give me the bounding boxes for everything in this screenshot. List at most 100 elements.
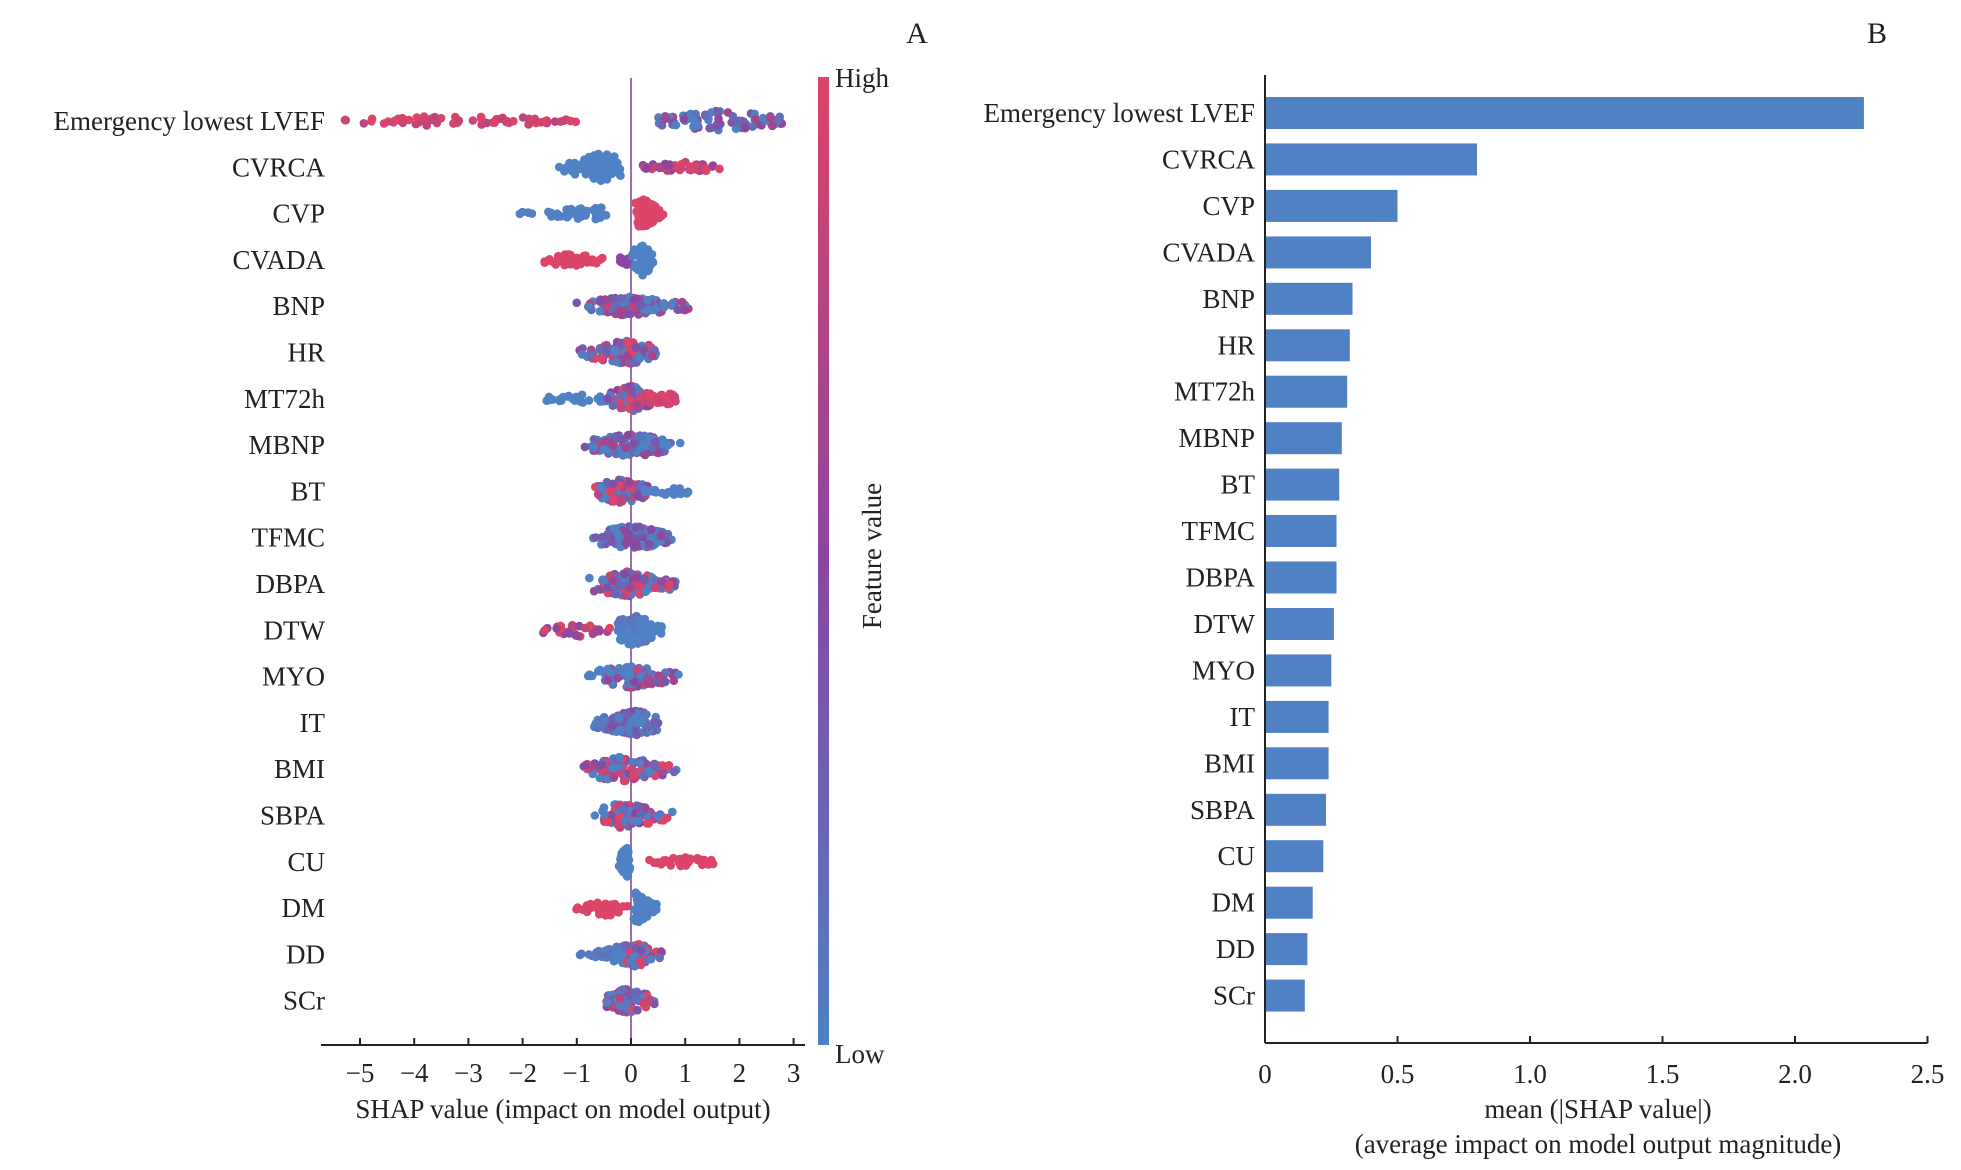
shap-point — [607, 722, 617, 731]
x-axis-ticks: 0 0.5 1.0 1.5 2.0 2.5 — [1258, 1036, 1944, 1089]
shap-point — [613, 820, 623, 830]
shap-point — [630, 262, 640, 272]
shap-point — [606, 667, 615, 677]
shap-point — [567, 166, 577, 176]
shap-point — [616, 403, 626, 413]
beeswarm-row — [591, 475, 693, 507]
shap-point — [589, 152, 598, 161]
shap-point — [697, 858, 706, 868]
shap-point — [599, 173, 609, 183]
feature-label: BT — [290, 476, 325, 506]
shap-point — [613, 673, 622, 683]
shap-point — [589, 443, 599, 453]
shap-point — [612, 529, 622, 538]
beeswarm-row — [340, 106, 786, 135]
shap-point — [617, 495, 626, 505]
category-label: BMI — [1204, 748, 1255, 778]
shap-point — [555, 252, 565, 262]
shap-point — [560, 211, 570, 221]
shap-point — [605, 156, 614, 166]
shap-point — [603, 817, 612, 827]
shap-point — [359, 119, 369, 128]
category-label: CVP — [1202, 191, 1255, 221]
shap-point — [627, 633, 636, 643]
shap-point — [584, 396, 594, 405]
shap-point — [619, 804, 628, 814]
shap-point — [595, 345, 605, 355]
bar — [1265, 236, 1371, 269]
feature-label: MYO — [262, 662, 325, 692]
shap-point — [608, 441, 618, 451]
shap-point — [577, 350, 587, 359]
shap-point — [597, 760, 607, 769]
shap-point — [593, 722, 602, 732]
feature-labels: Emergency lowest LVEF CVRCA CVP CVADA BNP HR M… — [54, 106, 326, 1016]
shap-point — [636, 956, 645, 966]
beeswarm-row — [575, 336, 660, 368]
feature-labels: Emergency lowest LVEF CVRCA CVP CVADA BNP HR M… — [984, 98, 1256, 1011]
shap-point — [768, 121, 777, 131]
shap-point — [614, 713, 624, 722]
shap-point — [609, 165, 619, 174]
bar — [1265, 515, 1337, 547]
feature-label: HR — [287, 338, 325, 368]
shap-point — [602, 345, 612, 355]
beeswarm-row — [539, 611, 666, 649]
feature-label: SCr — [283, 986, 325, 1016]
shap-point — [621, 443, 630, 453]
shap-point — [631, 888, 640, 897]
category-label: Emergency lowest LVEF — [984, 98, 1255, 128]
shap-point — [585, 573, 594, 583]
shap-point — [627, 764, 637, 774]
shap-point — [728, 112, 738, 121]
shap-point — [673, 305, 682, 315]
beeswarm-row — [540, 241, 658, 280]
feature-label: CVADA — [232, 245, 325, 275]
shap-point — [656, 530, 666, 540]
shap-point — [601, 899, 610, 909]
shap-point — [609, 956, 619, 966]
shap-point — [611, 449, 621, 459]
feature-label: BNP — [272, 291, 325, 321]
shap-point — [587, 671, 597, 681]
bar — [1265, 886, 1313, 919]
category-label: MYO — [1192, 655, 1255, 685]
shap-point — [636, 809, 646, 819]
shap-point — [661, 490, 670, 499]
shap-point — [621, 815, 630, 825]
shap-point — [618, 622, 627, 632]
shap-point — [609, 773, 619, 782]
shap-point — [632, 400, 642, 410]
shap-point — [436, 113, 446, 123]
shap-point — [616, 725, 625, 734]
shap-point — [625, 671, 634, 680]
beeswarm-row — [542, 382, 680, 416]
shap-point — [530, 115, 539, 124]
shap-point — [740, 123, 750, 133]
shap-point — [367, 114, 377, 124]
shap-point — [713, 121, 722, 131]
category-label: BNP — [1202, 284, 1255, 314]
shap-point — [636, 219, 645, 228]
shap-point — [646, 954, 656, 964]
shap-point — [644, 767, 654, 776]
feature-label: DD — [286, 939, 325, 969]
bar — [1265, 189, 1398, 222]
bar — [1265, 97, 1864, 129]
shap-point — [603, 583, 612, 592]
panel-label-a: A — [906, 17, 928, 50]
shap-point — [544, 392, 554, 402]
shap-point — [610, 345, 620, 355]
shap-point — [598, 532, 607, 542]
shap-point — [596, 908, 606, 917]
shap-point — [572, 904, 582, 914]
shap-point — [651, 202, 660, 211]
shap-point — [616, 854, 626, 864]
category-label: CVRCA — [1162, 144, 1256, 174]
bar — [1265, 375, 1348, 408]
shap-point — [565, 629, 574, 638]
x-axis-ticks: −5 −4 −3 −2 −1 0 1 2 3 — [346, 1038, 800, 1088]
shap-point — [625, 395, 635, 405]
shap-point — [629, 439, 638, 449]
shap-point — [679, 115, 689, 124]
